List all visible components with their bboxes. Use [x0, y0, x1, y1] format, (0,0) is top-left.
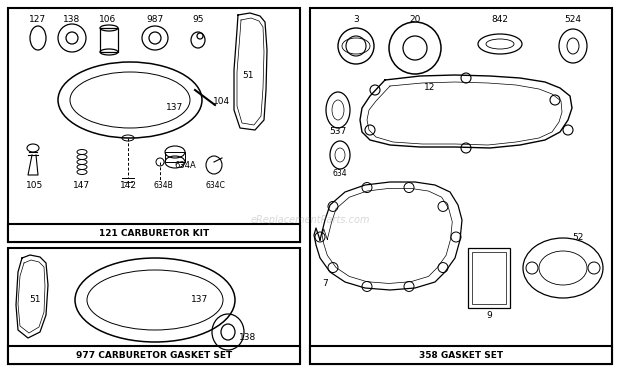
Bar — [100, 28, 118, 52]
Text: 137: 137 — [192, 296, 208, 305]
Text: 138: 138 — [239, 334, 257, 343]
Text: 147: 147 — [73, 180, 91, 190]
Bar — [8, 8, 300, 242]
Text: 51: 51 — [242, 71, 254, 79]
Bar — [8, 346, 300, 364]
Text: 7: 7 — [322, 279, 328, 288]
Text: 358 GASKET SET: 358 GASKET SET — [419, 350, 503, 359]
Text: 12: 12 — [424, 83, 436, 92]
Text: 977 CARBURETOR GASKET SET: 977 CARBURETOR GASKET SET — [76, 350, 232, 359]
Text: eReplacementParts.com: eReplacementParts.com — [250, 215, 370, 225]
Bar — [165, 152, 185, 162]
Bar — [310, 346, 612, 364]
Bar — [472, 252, 506, 304]
Text: 142: 142 — [120, 180, 136, 190]
Text: 95: 95 — [192, 15, 204, 24]
Text: 537: 537 — [329, 127, 347, 136]
Text: 105: 105 — [27, 180, 43, 190]
Text: 524: 524 — [564, 15, 582, 24]
Text: 106: 106 — [99, 15, 117, 24]
Text: 987: 987 — [146, 15, 164, 24]
Text: 634A: 634A — [174, 161, 196, 170]
Ellipse shape — [197, 33, 203, 39]
Bar — [8, 248, 300, 364]
Bar — [310, 8, 612, 364]
Text: 127: 127 — [29, 15, 46, 24]
Bar — [8, 224, 300, 242]
Text: 51: 51 — [29, 296, 41, 305]
Text: 634B: 634B — [153, 180, 173, 190]
Text: 20: 20 — [409, 15, 421, 24]
Text: 121 CARBURETOR KIT: 121 CARBURETOR KIT — [99, 229, 209, 238]
Text: 3: 3 — [353, 15, 359, 24]
Text: 52: 52 — [572, 233, 583, 243]
Text: 9: 9 — [486, 311, 492, 320]
Text: 138: 138 — [63, 15, 81, 24]
Bar — [468, 248, 510, 308]
Text: 137: 137 — [166, 103, 184, 112]
Text: 634: 634 — [333, 170, 347, 179]
Text: 842: 842 — [492, 15, 508, 24]
Text: 634C: 634C — [205, 180, 225, 190]
Text: 104: 104 — [213, 97, 231, 106]
